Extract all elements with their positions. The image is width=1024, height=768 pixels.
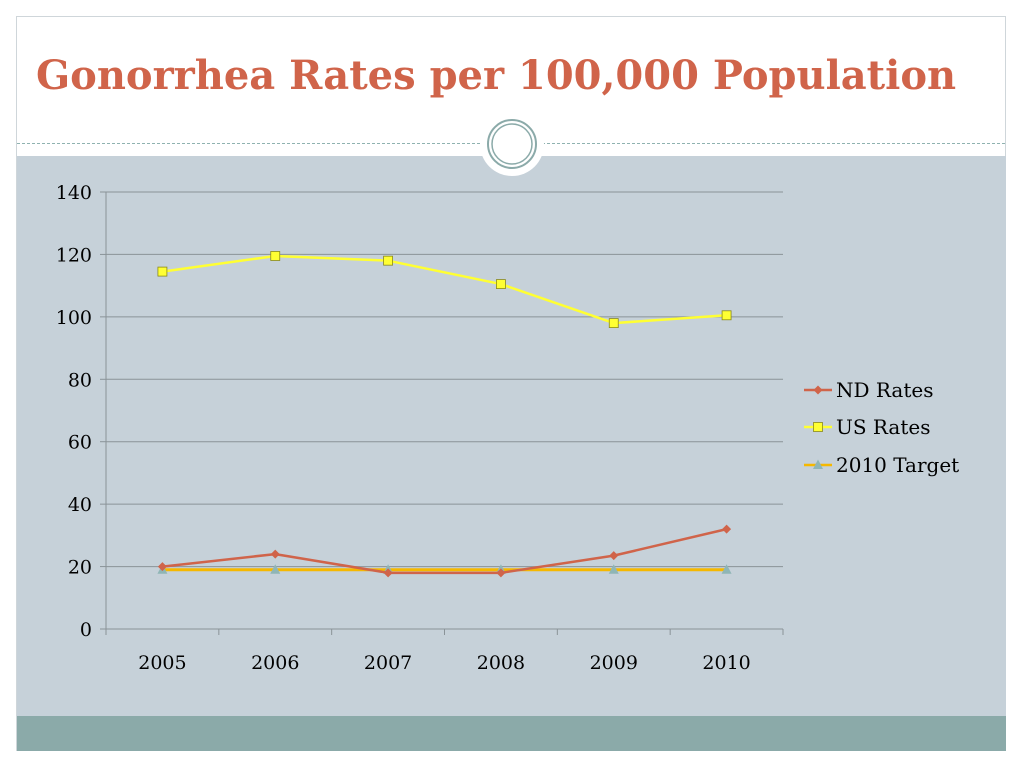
- slide-title: Gonorrhea Rates per 100,000 Population: [36, 52, 957, 99]
- circle-ornament-icon: [480, 112, 544, 176]
- x-tick-label: 2010: [702, 652, 750, 674]
- x-tick-label: 2007: [364, 652, 412, 674]
- data-point-square: [813, 422, 823, 432]
- gridlines: [106, 191, 783, 568]
- data-point-diamond: [383, 568, 393, 578]
- series-line: [162, 527, 727, 575]
- x-tick-label: 2009: [590, 652, 638, 674]
- y-tick-label: 80: [68, 369, 92, 391]
- legend-label: US Rates: [836, 415, 931, 439]
- y-tick-label: 120: [56, 244, 92, 266]
- data-point-diamond: [609, 551, 619, 561]
- data-point-square: [496, 279, 506, 289]
- legend-item: 2010 Target: [804, 453, 959, 477]
- data-point-diamond: [496, 568, 506, 578]
- data-point-triangle: [813, 459, 823, 469]
- data-point-square: [270, 251, 281, 261]
- legend-label: 2010 Target: [836, 453, 959, 477]
- data-point-diamond: [813, 385, 823, 395]
- data-point-diamond: [270, 549, 280, 559]
- x-tick-label: 2008: [477, 652, 525, 674]
- data-point-triangle: [608, 564, 619, 574]
- legend-item: US Rates: [804, 415, 931, 439]
- y-tick-label: 0: [80, 619, 92, 641]
- data-point-triangle: [270, 564, 281, 574]
- y-tick-label: 60: [68, 432, 92, 454]
- series-nd-rates: [157, 524, 732, 578]
- data-point-square: [383, 255, 393, 266]
- chart-panel: [17, 156, 1006, 716]
- data-point-triangle: [721, 564, 732, 574]
- legend-item: ND Rates: [804, 378, 933, 402]
- legend: ND Rates US Rates 2010 Target: [804, 378, 959, 477]
- axes: 0 20 40 60 80 100 120 140 2005 2006 2007 2008 2009 20…: [56, 182, 784, 674]
- data-point-square: [608, 318, 619, 329]
- data-point-square: [721, 310, 732, 321]
- y-tick-label: 20: [68, 557, 92, 579]
- x-tick-label: 2006: [251, 652, 299, 674]
- y-tick-label: 40: [68, 494, 92, 516]
- series-line: [162, 254, 727, 325]
- footer-band: [17, 716, 1006, 751]
- legend-label: ND Rates: [836, 378, 933, 402]
- y-tick-label: 100: [56, 307, 92, 329]
- y-tick-label: 140: [56, 182, 92, 204]
- x-tick-label: 2005: [138, 652, 186, 674]
- data-point-diamond: [157, 562, 167, 572]
- data-point-square: [157, 266, 168, 277]
- series-us-rates: [157, 251, 732, 329]
- series: [157, 251, 732, 578]
- data-point-diamond: [722, 524, 732, 534]
